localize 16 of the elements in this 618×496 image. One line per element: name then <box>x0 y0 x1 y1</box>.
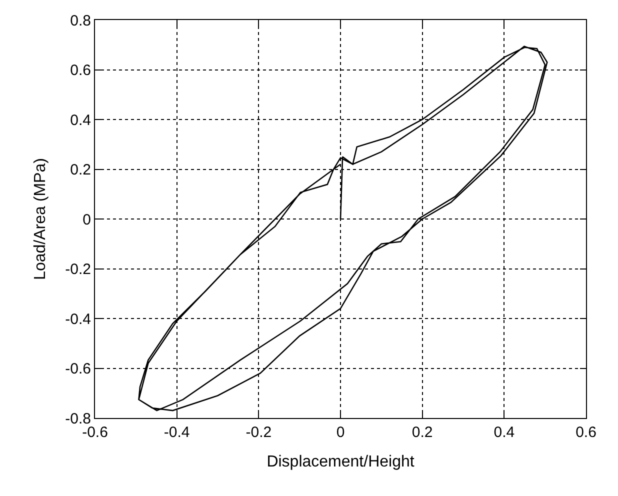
y-tick-label: -0.4 <box>65 310 91 328</box>
x-axis-title: Displacement/Height <box>266 454 415 471</box>
x-tick-label: 0.4 <box>494 424 515 441</box>
x-tick-label: 0 <box>336 424 345 441</box>
y-tick-label: 0 <box>82 211 91 228</box>
y-tick-label: 0.8 <box>70 12 91 30</box>
x-tick-label: -0.2 <box>246 424 272 441</box>
x-tick-label: 0.2 <box>412 424 433 441</box>
y-tick-label: -0.6 <box>65 360 91 378</box>
y-axis-title: Load/Area (MPa) <box>32 158 50 280</box>
x-tick-label: -0.4 <box>164 424 190 441</box>
y-tick-label: -0.2 <box>65 261 91 278</box>
x-tick-label: 0.6 <box>576 424 596 441</box>
y-tick-label: 0.2 <box>70 162 91 178</box>
y-tick-label: 0.6 <box>70 62 91 79</box>
y-tick-label: 0.4 <box>70 112 91 129</box>
